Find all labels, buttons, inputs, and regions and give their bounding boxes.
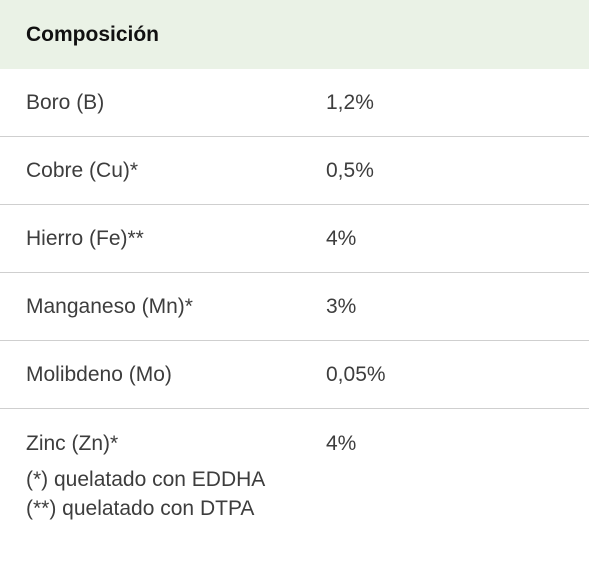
row-name: Molibdeno (Mo)	[26, 362, 172, 386]
table-row: Boro (B) 1,2%	[0, 69, 589, 137]
footnote-dtpa: (**) quelatado con DTPA	[26, 497, 255, 520]
table-row: Zinc (Zn)* 4%	[0, 409, 589, 479]
row-value: 3%	[326, 294, 357, 318]
table-row: Cobre (Cu)* 0,5%	[0, 137, 589, 205]
row-value: 4%	[326, 226, 357, 250]
row-value: 0,05%	[326, 362, 386, 386]
row-name: Cobre (Cu)*	[26, 158, 139, 182]
table-row: Hierro (Fe)** 4%	[0, 205, 589, 273]
footnote-eddha: (*) quelatado con EDDHA	[26, 468, 266, 491]
row-value: 1,2%	[326, 90, 374, 114]
composition-table: Composición Boro (B) 1,2% Cobre (Cu)* 0,…	[0, 0, 589, 523]
row-value: 0,5%	[326, 158, 374, 182]
table-header: Composición	[0, 0, 589, 69]
table-row: Molibdeno (Mo) 0,05%	[0, 341, 589, 409]
table-header-title: Composición	[26, 22, 160, 46]
table-row: Manganeso (Mn)* 3%	[0, 273, 589, 341]
row-name: Boro (B)	[26, 90, 105, 114]
footnotes: (*) quelatado con EDDHA (**) quelatado c…	[0, 465, 589, 523]
row-name: Manganeso (Mn)*	[26, 294, 193, 318]
row-name: Zinc (Zn)*	[26, 432, 119, 455]
row-value: 4%	[326, 432, 357, 455]
row-name: Hierro (Fe)**	[26, 226, 144, 250]
